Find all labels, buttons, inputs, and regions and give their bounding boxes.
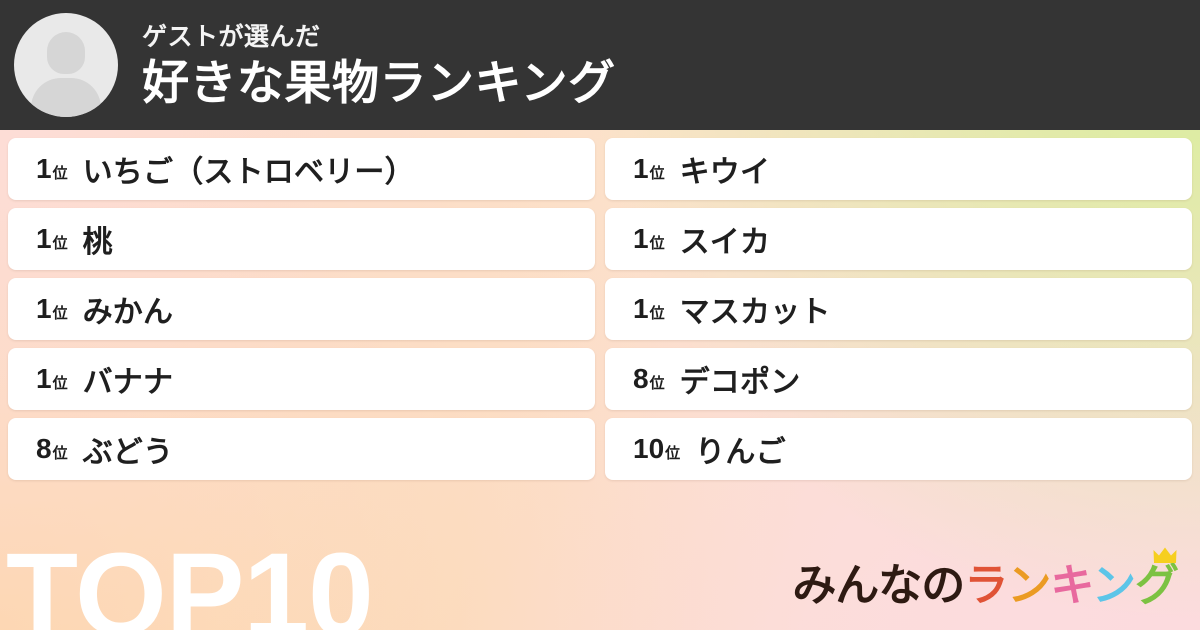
rank-suffix: 位 (649, 165, 665, 182)
ranking-item-label: 桃 (82, 226, 113, 259)
header-bar: ゲストが選んだ 好きな果物ランキング (0, 0, 1200, 130)
ranking-item-label: キウイ (679, 156, 771, 189)
header-subtitle: ゲストが選んだ (142, 22, 321, 51)
rank-suffix: 位 (665, 445, 681, 462)
logo-letter-4: ン (1092, 561, 1136, 610)
top10-watermark: TOP10 (6, 529, 374, 630)
ranking-item[interactable]: 1 位みかん (8, 278, 595, 340)
ranking-item[interactable]: 1 位スイカ (605, 208, 1192, 270)
rank-suffix: 位 (52, 375, 68, 392)
ranking-item[interactable]: 10 位りんご (605, 418, 1192, 480)
ranking-item-label: デコポン (679, 366, 801, 399)
ranking-item-label: バナナ (82, 366, 174, 399)
site-logo[interactable]: みんなの ランキング (792, 547, 1179, 610)
ranking-item-label: スイカ (679, 226, 771, 259)
ranking-item[interactable]: 1 位バナナ (8, 348, 595, 410)
logo-text-colored: ランキング (964, 547, 1179, 610)
ranking-item[interactable]: 8 位デコポン (605, 348, 1192, 410)
logo-letter-5: グ (1135, 561, 1179, 610)
rank-suffix: 位 (649, 305, 665, 322)
ranking-item-label: りんご (695, 436, 786, 469)
rank-suffix: 位 (649, 235, 665, 252)
ranking-list: 1 位いちご（ストロベリー） 1 位桃 1 位みかん 1 位バナナ 8 位ぶどう 1 位キウイ 1 位スイ… (0, 138, 1200, 480)
crown-icon (1153, 547, 1177, 563)
ranking-item-label: いちご（ストロベリー） (82, 156, 415, 189)
logo-letter-3: キ (1050, 561, 1093, 610)
header-text-block: ゲストが選んだ 好きな果物ランキング (142, 22, 616, 109)
rank-suffix: 位 (52, 165, 68, 182)
rank-suffix: 位 (52, 235, 68, 252)
rank-suffix: 位 (52, 445, 68, 462)
logo-letter-2: ン (1007, 561, 1051, 610)
ranking-column-2: 1 位キウイ 1 位スイカ 1 位マスカット 8 位デコポン 10 位りんご (605, 138, 1192, 480)
rank-number: 10 位 (633, 433, 681, 464)
logo-letter-1: ラ (964, 561, 1008, 610)
ranking-item[interactable]: 1 位キウイ (605, 138, 1192, 200)
ranking-item[interactable]: 1 位マスカット (605, 278, 1192, 340)
rank-suffix: 位 (649, 375, 665, 392)
rank-suffix: 位 (52, 305, 68, 322)
ranking-item[interactable]: 8 位ぶどう (8, 418, 595, 480)
ranking-column-1: 1 位いちご（ストロベリー） 1 位桃 1 位みかん 1 位バナナ 8 位ぶどう (8, 138, 595, 480)
ranking-item-label: みかん (82, 296, 174, 329)
ranking-item-label: マスカット (679, 296, 831, 329)
guest-avatar-icon (14, 13, 118, 117)
avatar-body-shape (31, 78, 101, 117)
ranking-item-label: ぶどう (82, 436, 174, 469)
ranking-item[interactable]: 1 位いちご（ストロベリー） (8, 138, 595, 200)
avatar-head-shape (47, 32, 85, 74)
page-title: 好きな果物ランキング (142, 55, 616, 109)
logo-text-dark: みんなの (792, 561, 965, 610)
